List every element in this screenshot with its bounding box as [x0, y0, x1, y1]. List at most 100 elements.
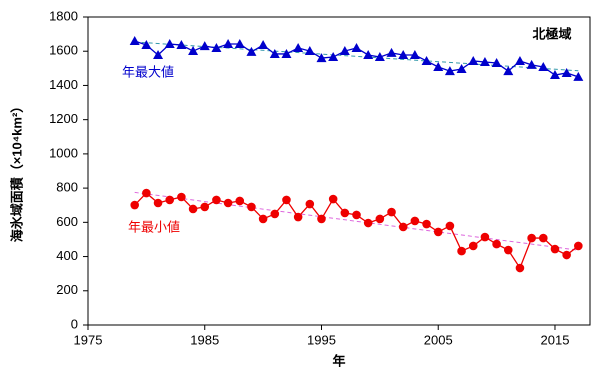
- marker: [352, 210, 361, 220]
- x-tick-label: 1975: [74, 332, 103, 347]
- marker: [293, 212, 303, 222]
- marker: [480, 232, 490, 242]
- marker: [574, 241, 583, 251]
- marker: [514, 55, 525, 65]
- marker: [351, 42, 362, 52]
- x-tick-label: 1995: [307, 332, 336, 347]
- marker: [398, 222, 408, 232]
- marker: [457, 246, 466, 256]
- marker: [538, 61, 549, 71]
- marker: [316, 53, 327, 63]
- marker: [410, 216, 420, 226]
- marker: [374, 52, 385, 62]
- marker: [305, 199, 315, 209]
- marker: [561, 67, 572, 77]
- marker: [200, 202, 210, 212]
- marker: [258, 214, 268, 224]
- marker: [515, 263, 525, 273]
- marker: [129, 35, 140, 45]
- marker: [153, 198, 163, 208]
- chart-title: 北極域: [532, 26, 571, 41]
- y-tick-label: 600: [56, 214, 78, 229]
- marker: [234, 39, 245, 49]
- marker: [235, 196, 245, 206]
- marker: [398, 49, 409, 59]
- marker: [258, 40, 269, 50]
- marker: [130, 200, 139, 210]
- x-tick-label: 2015: [541, 332, 570, 347]
- marker: [386, 47, 397, 57]
- marker: [491, 58, 502, 68]
- y-axis-label: 海氷域面積（×10⁴km²）: [9, 100, 24, 243]
- marker: [164, 39, 175, 49]
- marker: [223, 39, 234, 49]
- marker: [527, 233, 536, 243]
- marker: [409, 49, 420, 59]
- y-tick-label: 1600: [49, 43, 78, 58]
- marker: [293, 42, 304, 52]
- marker: [328, 52, 339, 62]
- marker: [199, 41, 210, 51]
- marker: [479, 57, 490, 67]
- x-tick-label: 1985: [190, 332, 219, 347]
- marker: [247, 202, 256, 212]
- series-line: [134, 192, 579, 270]
- y-tick-label: 800: [56, 180, 78, 195]
- y-tick-label: 200: [56, 282, 78, 297]
- series-label: 年最大値: [122, 64, 174, 79]
- marker: [141, 40, 152, 50]
- marker: [212, 195, 221, 205]
- marker: [387, 207, 396, 217]
- y-tick-label: 400: [56, 248, 78, 263]
- marker: [422, 219, 431, 229]
- marker: [340, 208, 350, 218]
- marker: [550, 244, 560, 254]
- y-tick-label: 1800: [49, 8, 78, 23]
- marker: [503, 245, 513, 255]
- y-tick-label: 1200: [49, 111, 78, 126]
- marker: [269, 48, 280, 58]
- marker: [468, 241, 478, 251]
- marker: [270, 209, 280, 219]
- marker: [492, 239, 501, 249]
- y-tick-label: 1400: [49, 77, 78, 92]
- marker: [421, 55, 432, 65]
- marker: [503, 66, 514, 76]
- marker: [282, 195, 291, 205]
- marker: [304, 46, 315, 56]
- series-label: 年最小値: [128, 219, 180, 234]
- marker: [142, 188, 151, 198]
- marker: [363, 49, 374, 59]
- marker: [375, 214, 385, 224]
- marker: [526, 59, 537, 69]
- marker: [153, 49, 164, 59]
- marker: [539, 233, 548, 243]
- y-tick-label: 0: [71, 316, 78, 331]
- marker: [328, 194, 338, 204]
- marker: [562, 250, 571, 260]
- plot-frame: [87, 16, 591, 326]
- marker: [223, 198, 233, 208]
- marker: [177, 192, 186, 202]
- marker: [445, 221, 455, 231]
- marker: [456, 64, 467, 74]
- marker: [211, 42, 222, 52]
- y-tick-label: 1000: [49, 145, 78, 160]
- x-tick-label: 2005: [424, 332, 453, 347]
- marker: [281, 48, 292, 58]
- marker: [317, 214, 326, 224]
- marker: [339, 46, 350, 56]
- marker: [433, 61, 444, 71]
- marker: [165, 195, 175, 205]
- marker: [363, 218, 373, 228]
- marker: [246, 46, 257, 56]
- marker: [573, 71, 584, 81]
- marker: [549, 70, 560, 80]
- marker: [176, 40, 187, 50]
- trend-line: [134, 191, 579, 251]
- marker: [188, 204, 198, 214]
- marker: [433, 227, 443, 237]
- marker: [444, 66, 455, 76]
- marker: [468, 55, 479, 65]
